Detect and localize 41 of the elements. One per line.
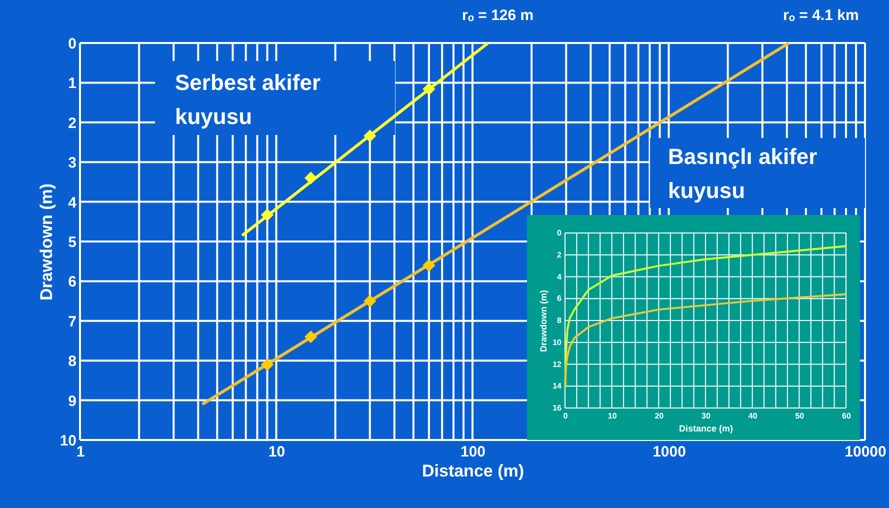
y-tick-label: 6 [557, 294, 562, 304]
y-tick-label: 5 [68, 234, 76, 251]
y-tick-label: 0 [557, 228, 562, 238]
x-tick-label: 0 [563, 412, 568, 420]
x-tick-label: 10 [268, 444, 286, 460]
y-tick-label: 7 [68, 313, 76, 330]
line-series [564, 293, 847, 388]
y-axis-title: Drawdown (m) [36, 183, 56, 301]
y-tick-label: 4 [557, 272, 562, 282]
y-tick-label: 10 [60, 432, 76, 450]
x-axis-title: Distance (m) [678, 424, 734, 434]
x-axis-title: Distance (m) [422, 462, 524, 480]
y-tick-label: 2 [557, 250, 562, 260]
line-series [564, 245, 847, 388]
text: rₒ = 4.1 km [783, 7, 859, 24]
y-tick-label: 9 [68, 392, 76, 410]
annotation: Basınçlı akifer kuyusu [668, 144, 818, 204]
x-tick-label: 10000 [844, 444, 886, 460]
x-tick-label: 30 [702, 412, 711, 420]
text: rₒ = 126 m [462, 7, 534, 24]
x-tick-label: 1000 [652, 444, 686, 460]
y-tick-label: 3 [68, 154, 76, 172]
y-tick-label: 14 [552, 382, 562, 391]
y-tick-label: 4 [68, 194, 78, 212]
y-tick-label: 0 [68, 36, 76, 52]
y-tick-label: 16 [552, 404, 562, 412]
y-tick-label: 2 [68, 114, 76, 132]
y-tick-label: 8 [557, 316, 562, 325]
y-tick-label: 1 [68, 75, 76, 92]
x-tick-label: 10 [608, 412, 618, 420]
y-tick-label: 8 [68, 353, 76, 370]
x-tick-label: 50 [795, 412, 805, 420]
annotation: Serbest akifer kuyusu [175, 70, 321, 130]
x-tick-label: 60 [842, 412, 852, 420]
x-tick-label: 100 [460, 444, 486, 460]
y-tick-label: 12 [552, 360, 562, 369]
y-tick-label: 6 [68, 274, 76, 291]
x-tick-label: 40 [748, 412, 758, 420]
y-tick-label: 10 [552, 338, 562, 347]
y-axis-title: Drawdown (m) [538, 290, 549, 352]
x-tick-label: 20 [654, 412, 664, 420]
